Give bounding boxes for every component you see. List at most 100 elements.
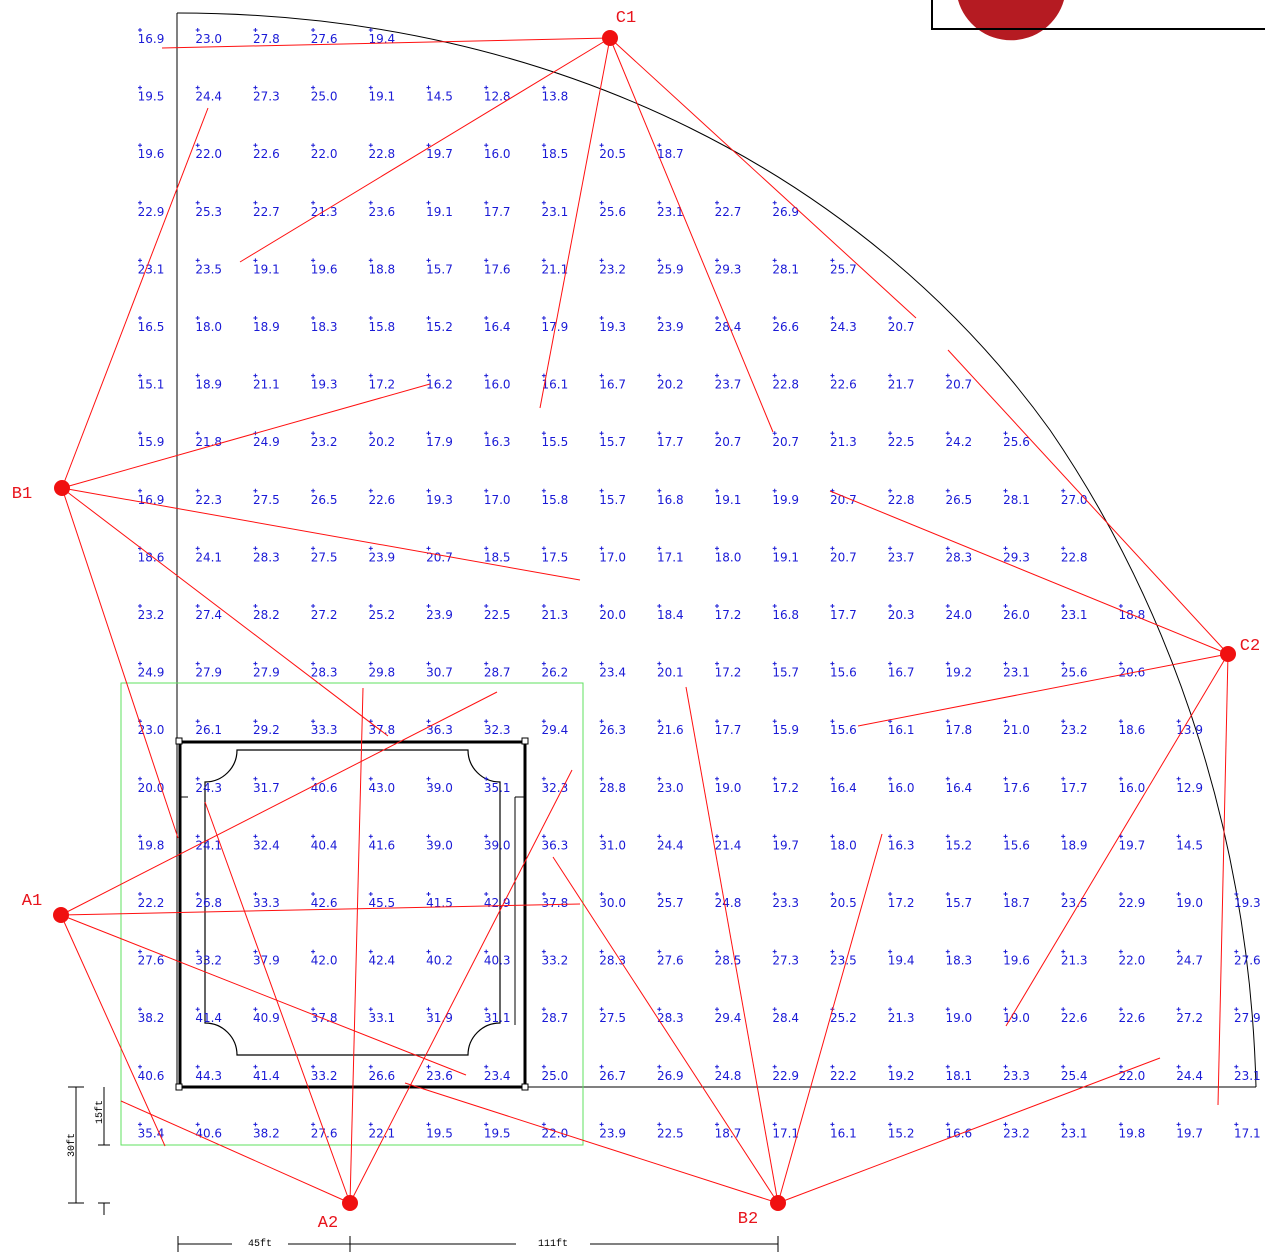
grid-point-marker (888, 546, 893, 551)
grid-value: 24.2 (945, 435, 972, 449)
grid-value: 43.0 (368, 781, 395, 795)
grid-value: 22.8 (772, 378, 799, 392)
grid-value: 27.9 (195, 666, 222, 680)
grid-point: 21.6 (657, 719, 684, 737)
grid-point-marker (945, 949, 950, 954)
grid-point: 23.2 (1003, 1122, 1030, 1140)
grid-point-marker (484, 661, 489, 666)
grid-value: 23.9 (599, 1126, 626, 1140)
grid-point: 18.7 (657, 143, 684, 161)
grid-value: 31.1 (484, 1011, 511, 1025)
grid-point-marker (253, 719, 258, 724)
grid-point-marker (715, 1064, 719, 1069)
grid-value: 23.2 (1003, 1126, 1030, 1140)
grid-point-marker (772, 1007, 777, 1012)
grid-value: 41.5 (426, 896, 453, 910)
grid-value: 17.8 (945, 723, 972, 737)
grid-point: 38.2 (138, 1007, 164, 1025)
grid-point: 22.6 (368, 488, 395, 507)
grid-point: 27.6 (657, 949, 684, 968)
grid-point: 30.0 (599, 892, 626, 910)
grid-point-marker (426, 892, 431, 896)
grid-point-marker (1118, 1064, 1123, 1069)
grid-point: 26.7 (599, 1064, 626, 1083)
grid-point-marker (311, 28, 316, 32)
grid-value: 19.0 (715, 781, 742, 795)
pole-label-c2: C2 (1240, 637, 1260, 656)
grid-point: 29.3 (715, 258, 741, 276)
grid-point-marker (1003, 431, 1008, 436)
grid-point: 21.3 (830, 431, 857, 449)
grid-point-marker (888, 892, 893, 896)
grid-value: 19.2 (888, 1069, 915, 1083)
grid-point-marker (1061, 488, 1066, 493)
grid-point-marker (1176, 1064, 1181, 1069)
grid-value: 18.1 (945, 1069, 972, 1083)
grid-value: 26.1 (195, 723, 222, 737)
grid-value: 18.0 (195, 320, 222, 334)
grid-value: 26.6 (368, 1069, 395, 1083)
grid-point-marker (1234, 1122, 1239, 1127)
grid-point: 29.3 (1003, 546, 1030, 564)
grid-value: 15.7 (599, 435, 626, 449)
grid-value: 27.6 (138, 954, 165, 968)
grid-point-marker (599, 143, 604, 148)
grid-value: 23.4 (599, 666, 626, 680)
grid-point: 19.3 (311, 373, 337, 392)
grid-point-marker (830, 316, 835, 320)
grid-point: 33.2 (195, 949, 222, 968)
pole-label-b1: B1 (12, 485, 32, 504)
grid-point: 26.0 (1003, 604, 1030, 622)
grid-point-marker (368, 546, 373, 551)
grid-point: 22.6 (253, 143, 280, 161)
grid-point-marker (1061, 776, 1066, 781)
grid-point-marker (311, 1122, 316, 1127)
grid-point: 16.1 (542, 373, 568, 392)
grid-point: 23.0 (138, 719, 164, 737)
grid-value: 18.0 (715, 550, 742, 564)
pole-marker-b1 (54, 480, 70, 496)
grid-value: 19.7 (1176, 1126, 1203, 1140)
grid-value: 39.0 (426, 838, 453, 852)
grid-point-marker (772, 949, 777, 954)
grid-value: 28.2 (253, 608, 280, 622)
grid-point-marker (945, 1122, 950, 1127)
grid-point: 42.4 (368, 949, 395, 968)
grid-point: 23.1 (542, 200, 569, 219)
grid-value: 15.9 (138, 435, 165, 449)
grid-point-marker (772, 546, 777, 551)
grid-point: 27.9 (195, 661, 222, 680)
grid-value: 22.0 (1119, 954, 1146, 968)
grid-point: 12.9 (1176, 776, 1203, 795)
grid-point: 16.8 (772, 604, 799, 622)
grid-point-marker (772, 373, 777, 378)
grid-point-marker (888, 373, 893, 378)
dimensions: 15ft 30ft 45ft 111ft (66, 1086, 779, 1252)
grid-point-marker (599, 200, 604, 205)
grid-point: 16.5 (138, 316, 164, 334)
grid-value: 17.7 (830, 608, 857, 622)
grid-point-marker (657, 604, 662, 608)
grid-point: 17.2 (368, 373, 395, 392)
grid-value: 16.8 (657, 493, 684, 507)
grid-point-marker (657, 776, 662, 781)
grid-value: 22.6 (253, 147, 280, 161)
grid-point: 15.5 (542, 431, 568, 449)
grid-value: 25.6 (599, 205, 626, 219)
grid-point-marker (715, 776, 719, 781)
grid-value: 37.9 (253, 954, 280, 968)
grid-point: 15.2 (888, 1122, 914, 1140)
grid-value: 40.9 (253, 1011, 280, 1025)
grid-point: 23.3 (772, 892, 799, 910)
grid-value: 19.9 (772, 493, 799, 507)
grid-point: 15.6 (1003, 834, 1030, 852)
grid-value: 23.1 (542, 205, 569, 219)
grid-value: 17.2 (368, 378, 395, 392)
grid-value: 23.5 (830, 954, 857, 968)
grid-point: 19.3 (599, 316, 626, 334)
grid-point-marker (426, 546, 431, 551)
grid-point-marker (138, 431, 142, 436)
grid-point: 21.3 (888, 1007, 914, 1025)
grid-point-marker (138, 1122, 142, 1127)
grid-value: 45.5 (368, 896, 395, 910)
